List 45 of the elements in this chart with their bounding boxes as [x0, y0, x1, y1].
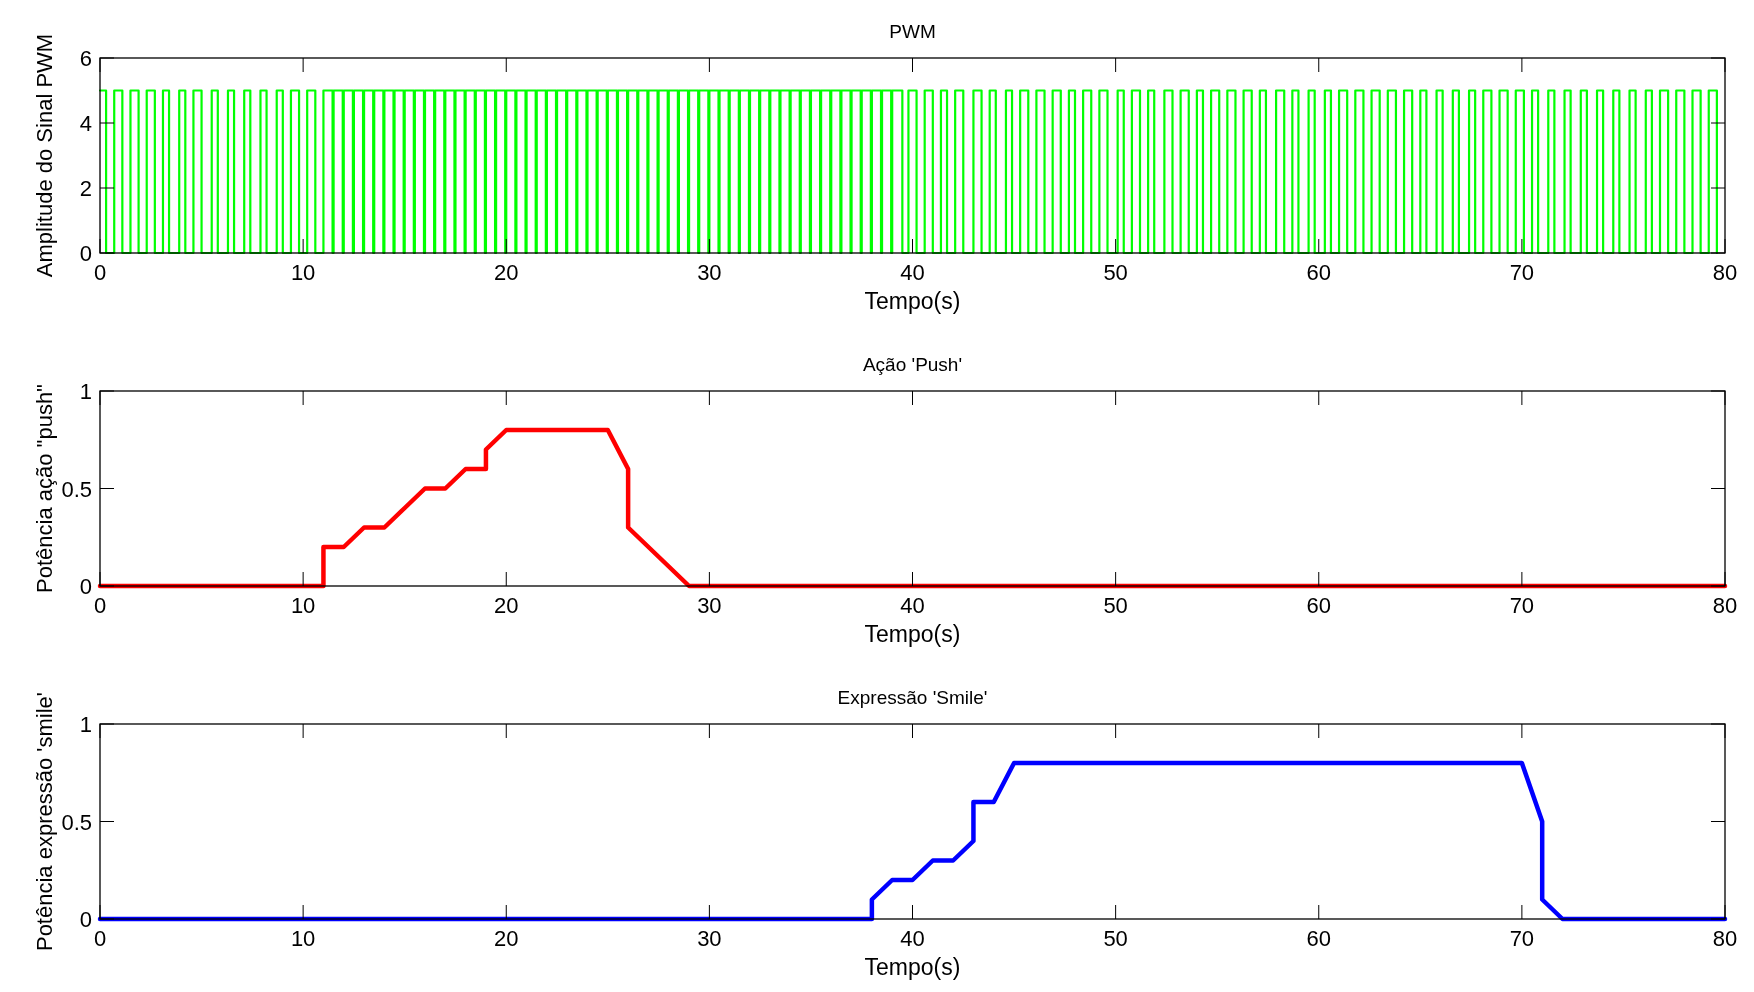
line-series: [97, 427, 1728, 589]
x-tick-label: 20: [494, 593, 519, 618]
y-tick-label: 1: [79, 712, 92, 737]
x-tick-label: 40: [900, 260, 925, 285]
x-tick-label: 80: [1712, 260, 1738, 285]
x-tick-label: 60: [1306, 260, 1331, 285]
y-tick-label: 0.5: [61, 809, 92, 835]
y-tick-label: 0: [79, 574, 92, 599]
x-tick-label: 80: [1712, 593, 1738, 618]
y-axis-title: Potência expressão 'smile': [32, 691, 57, 952]
x-tick-label: 20: [494, 926, 519, 951]
y-tick-label: 2: [79, 176, 92, 201]
x-axis-title: Tempo(s): [864, 621, 961, 647]
x-axis-title: Tempo(s): [864, 954, 961, 980]
x-tick-label: 50: [1103, 926, 1128, 951]
chart-title: Expressão 'Smile': [837, 687, 988, 708]
x-tick-label: 80: [1712, 926, 1738, 951]
y-axis-title: Amplitude do Sinal PWM: [32, 33, 57, 278]
x-tick-label: 70: [1509, 593, 1535, 618]
x-tick-label: 50: [1103, 593, 1128, 618]
y-tick-label: 0: [79, 907, 92, 932]
y-tick-label: 0: [79, 241, 92, 266]
x-tick-label: 40: [900, 593, 925, 618]
y-tick-label: 0.5: [61, 476, 92, 502]
line-series: [97, 760, 1728, 922]
x-tick-label: 20: [494, 260, 519, 285]
x-tick-label: 40: [900, 926, 925, 951]
y-axis-title: Potência ação "push": [32, 384, 57, 593]
x-tick-label: 30: [697, 926, 722, 951]
chart-title: PWM: [889, 21, 936, 42]
x-tick-label: 30: [697, 593, 722, 618]
x-tick-label: 70: [1509, 260, 1535, 285]
x-tick-label: 10: [290, 926, 316, 951]
x-tick-label: 50: [1103, 260, 1128, 285]
x-tick-label: 10: [290, 260, 316, 285]
y-tick-label: 4: [79, 111, 92, 136]
x-tick-label: 30: [697, 260, 722, 285]
x-tick-label: 10: [290, 593, 316, 618]
x-tick-label: 70: [1509, 926, 1535, 951]
x-tick-label: 60: [1306, 593, 1331, 618]
chart-title: Ação 'Push': [862, 354, 963, 375]
y-tick-label: 6: [79, 46, 92, 71]
y-tick-label: 1: [79, 379, 92, 404]
x-axis-title: Tempo(s): [864, 288, 961, 314]
x-tick-label: 60: [1306, 926, 1331, 951]
